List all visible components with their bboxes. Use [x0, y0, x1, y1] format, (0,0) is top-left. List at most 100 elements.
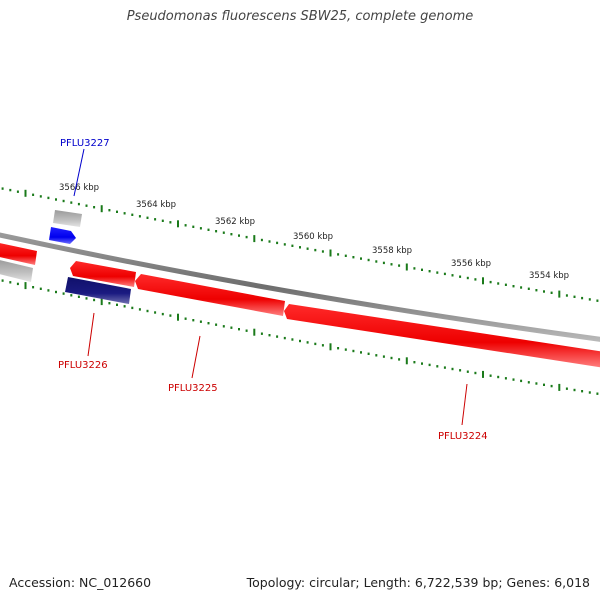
gene-pflu3226-dark[interactable] — [65, 277, 131, 304]
minor-tick — [268, 334, 271, 337]
major-tick — [405, 357, 408, 365]
minor-tick — [85, 297, 88, 300]
major-tick — [482, 277, 484, 285]
minor-tick — [169, 221, 172, 224]
minor-tick — [459, 369, 462, 372]
gene-labels: PFLU3227 PFLU3226 PFLU3225 PFLU3224 — [58, 138, 488, 442]
scale-label: 3562 kbp — [215, 217, 255, 227]
minor-tick — [260, 332, 263, 335]
minor-tick — [581, 296, 584, 300]
gene-left-edge[interactable] — [0, 242, 37, 265]
major-tick — [177, 313, 179, 321]
gray-feature-lower[interactable] — [0, 259, 33, 282]
minor-tick — [77, 295, 80, 298]
scale-label: 3554 kbp — [529, 271, 569, 281]
minor-tick — [32, 193, 35, 196]
scale-label: 3556 kbp — [451, 259, 491, 269]
minor-tick — [77, 202, 80, 206]
minor-tick — [573, 388, 576, 392]
major-tick — [100, 205, 103, 213]
minor-tick — [161, 312, 164, 316]
minor-tick — [382, 355, 385, 358]
minor-tick — [443, 272, 446, 276]
genome-backbone — [0, 232, 600, 342]
gene-pflu3225[interactable] — [135, 274, 285, 316]
major-tick — [329, 249, 332, 257]
minor-tick — [421, 268, 423, 271]
major-tick — [253, 235, 256, 243]
minor-tick — [62, 199, 65, 203]
minor-tick — [466, 370, 469, 373]
major-tick — [329, 343, 332, 351]
minor-tick — [466, 276, 469, 280]
minor-tick — [47, 289, 50, 292]
minor-tick — [504, 377, 507, 380]
minor-tick — [47, 196, 50, 200]
minor-tick — [131, 213, 134, 216]
minor-tick — [146, 216, 149, 219]
gene-pflu3227[interactable] — [49, 227, 76, 244]
minor-tick — [504, 283, 507, 286]
label-pflu3225[interactable]: PFLU3225 — [168, 383, 218, 394]
minor-tick — [428, 270, 431, 273]
label-pflu3226[interactable]: PFLU3226 — [58, 360, 108, 371]
minor-tick — [207, 228, 210, 231]
minor-tick — [321, 250, 324, 253]
minor-tick — [474, 371, 477, 375]
forward-features — [49, 210, 82, 244]
minor-tick — [276, 335, 279, 338]
minor-tick — [1, 187, 4, 190]
leader-pflu3224 — [461, 383, 468, 426]
minor-tick — [9, 281, 12, 284]
minor-tick — [16, 190, 19, 193]
minor-tick — [367, 258, 370, 262]
minor-tick — [215, 230, 218, 233]
minor-tick — [138, 215, 141, 218]
minor-tick — [192, 319, 195, 322]
minor-tick — [299, 339, 301, 343]
major-tick — [482, 370, 484, 378]
gene-pflu3226[interactable] — [70, 261, 136, 287]
minor-tick — [489, 374, 492, 377]
minor-tick — [62, 292, 65, 295]
minor-tick — [436, 365, 439, 368]
minor-tick — [268, 240, 271, 243]
minor-tick — [398, 264, 401, 267]
gray-feature[interactable] — [53, 210, 82, 227]
minor-tick — [565, 387, 568, 390]
minor-tick — [116, 303, 118, 306]
minor-tick — [512, 285, 515, 288]
minor-tick — [314, 342, 317, 346]
scale-label: 3558 kbp — [372, 246, 412, 256]
gene-pflu3224[interactable] — [284, 304, 600, 368]
scale-labels: 3566 kbp 3564 kbp 3562 kbp 3560 kbp 3558… — [59, 183, 569, 281]
minor-tick — [443, 366, 446, 369]
minor-tick — [138, 308, 141, 311]
major-tick — [558, 290, 561, 298]
minor-tick — [199, 320, 202, 323]
major-tick — [405, 263, 408, 271]
minor-tick — [245, 329, 248, 332]
minor-tick — [222, 231, 225, 234]
minor-tick — [55, 198, 57, 201]
minor-tick — [497, 375, 500, 379]
label-pflu3224[interactable]: PFLU3224 — [438, 431, 488, 442]
page-title: Pseudomonas fluorescens SBW25, complete … — [126, 9, 474, 24]
minor-tick — [451, 274, 454, 277]
minor-tick — [375, 260, 378, 263]
minor-tick — [337, 347, 340, 350]
minor-tick — [382, 261, 385, 265]
leader-pflu3227 — [73, 148, 85, 197]
minor-tick — [123, 305, 126, 308]
minor-tick — [39, 195, 42, 198]
minor-tick — [588, 298, 591, 301]
minor-tick — [70, 294, 73, 297]
minor-tick — [337, 253, 340, 256]
minor-tick — [581, 390, 584, 393]
minor-tick — [520, 286, 523, 289]
minor-tick — [192, 225, 195, 228]
minor-tick — [222, 325, 225, 328]
label-pflu3227[interactable]: PFLU3227 — [60, 138, 110, 149]
minor-tick — [93, 298, 96, 302]
